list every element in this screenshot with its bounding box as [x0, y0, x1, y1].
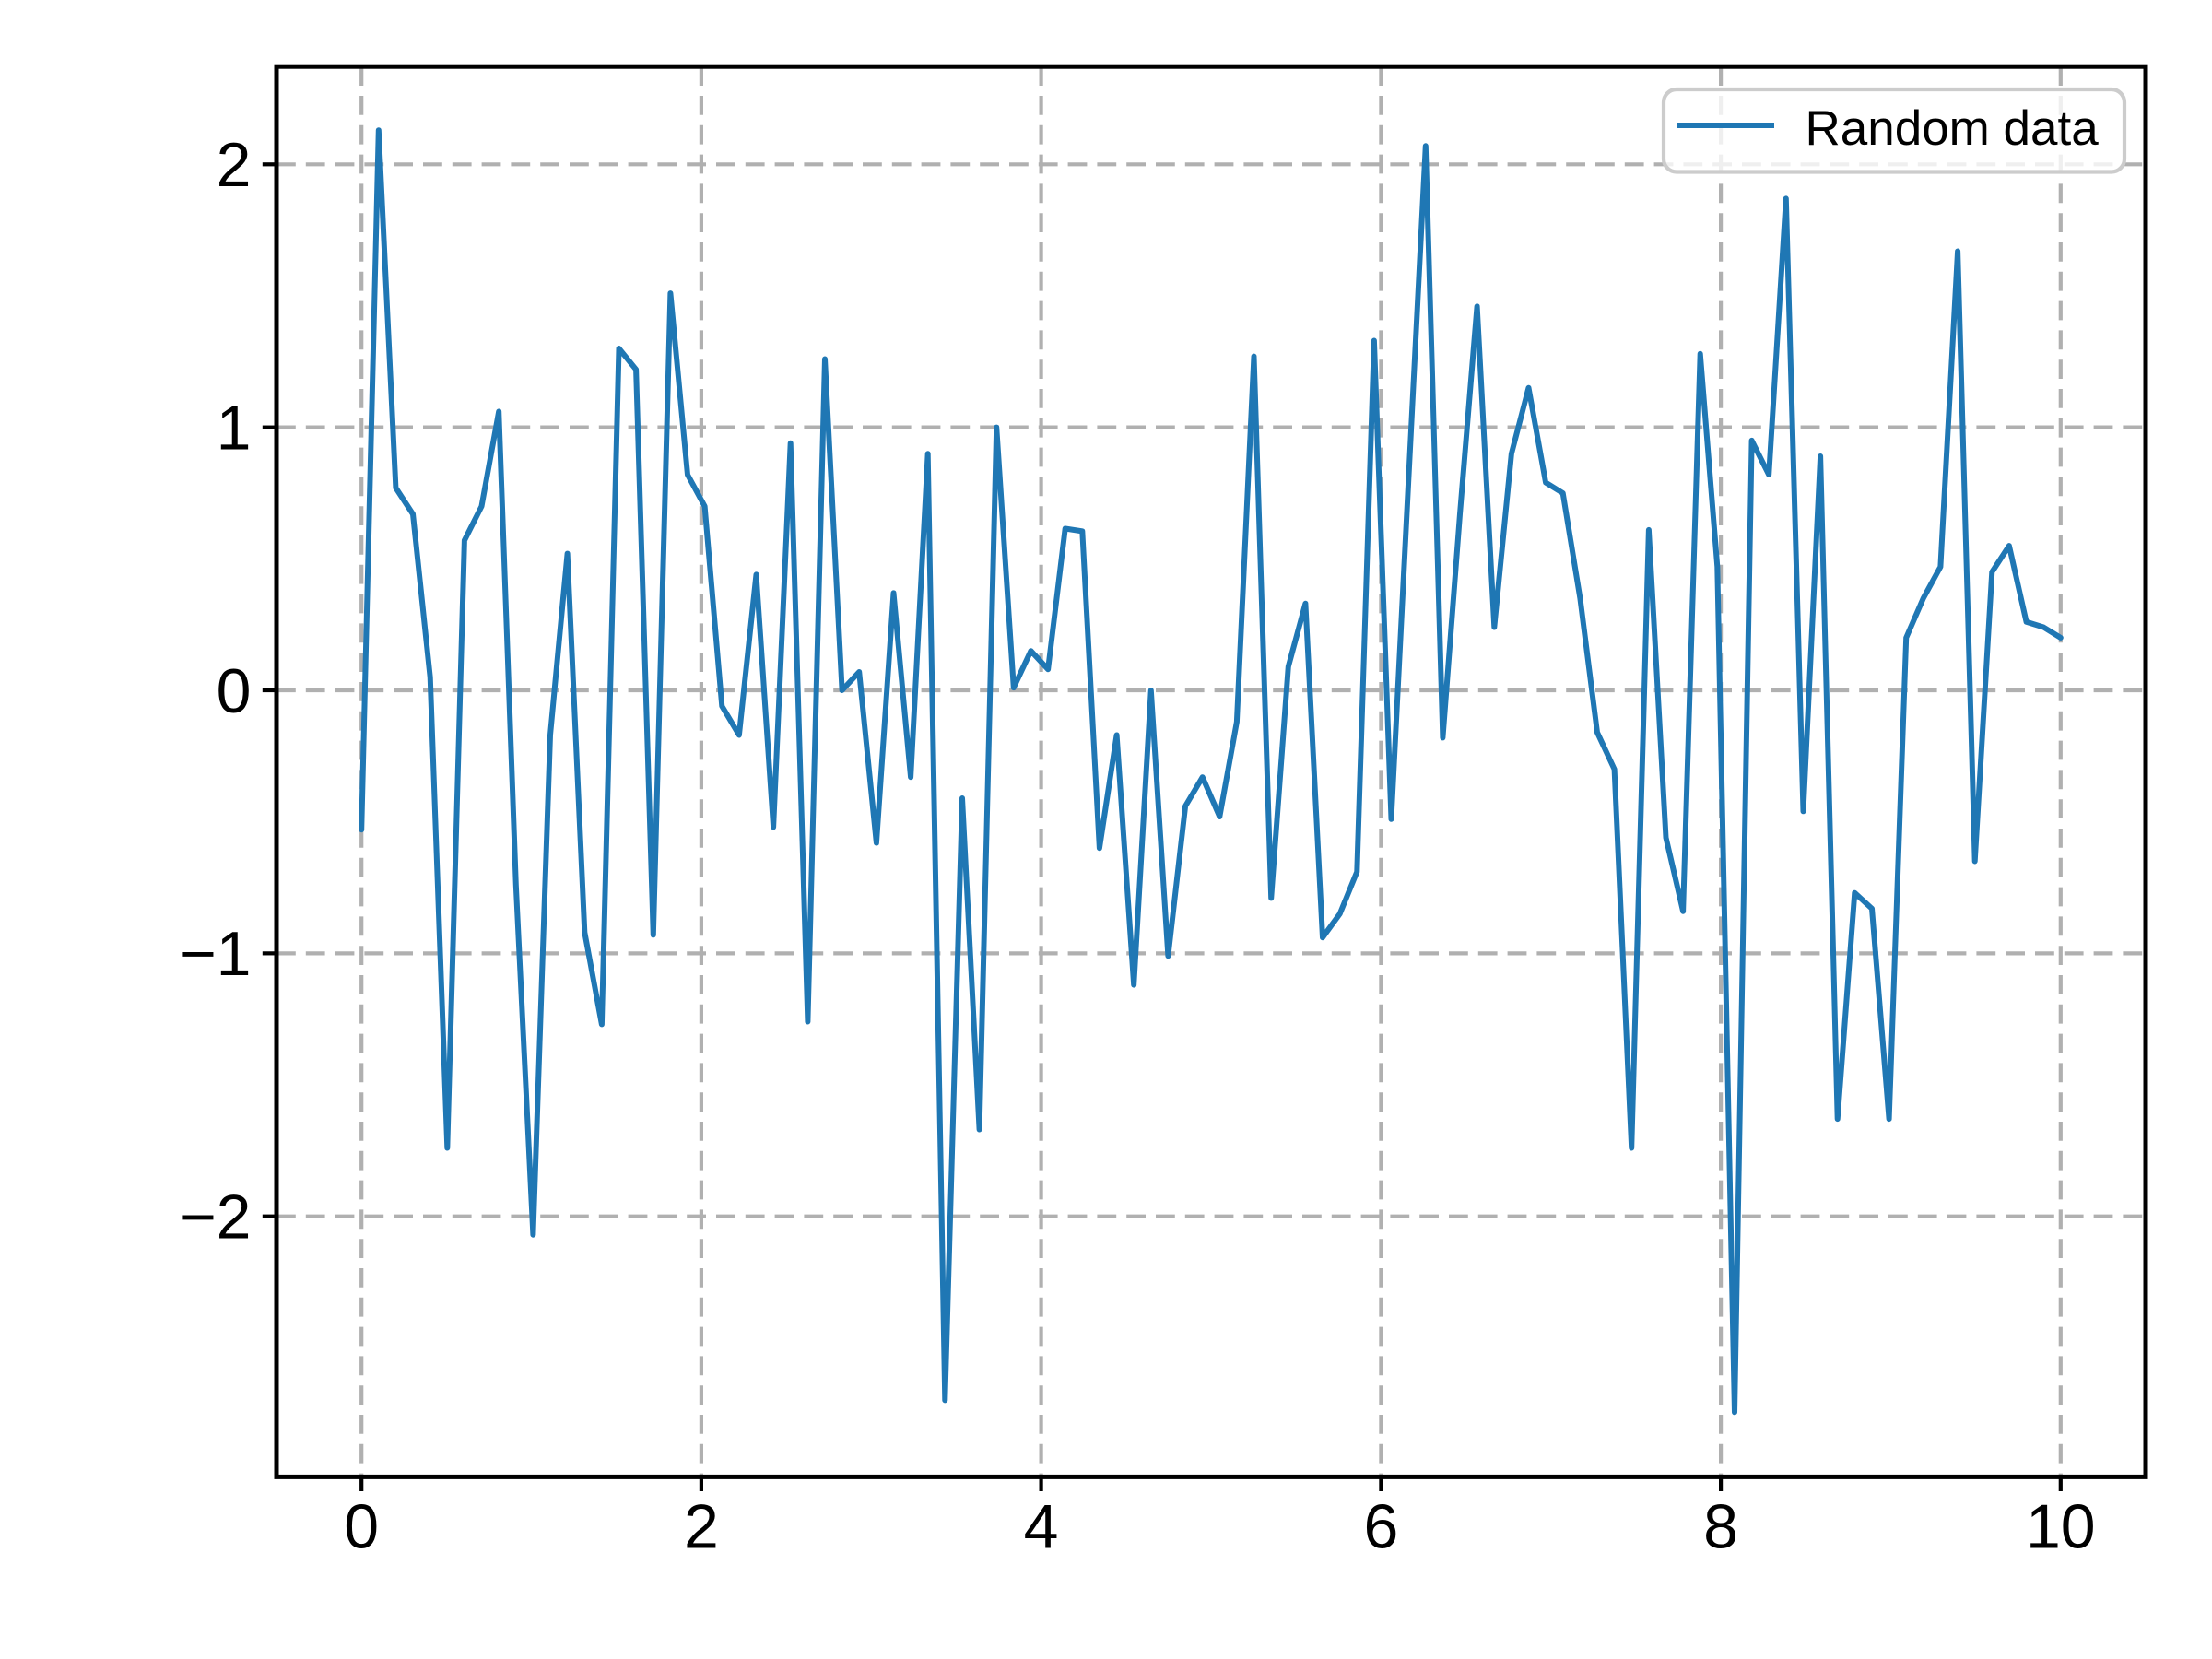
- svg-text:4: 4: [1024, 1492, 1059, 1562]
- svg-text:Random data: Random data: [1806, 101, 2100, 156]
- svg-text:2: 2: [217, 130, 252, 200]
- svg-text:8: 8: [1703, 1492, 1738, 1562]
- svg-text:1: 1: [217, 394, 252, 464]
- svg-text:−2: −2: [180, 1182, 252, 1253]
- svg-text:6: 6: [1363, 1492, 1398, 1562]
- svg-text:2: 2: [684, 1492, 719, 1562]
- svg-text:0: 0: [217, 656, 252, 726]
- svg-text:−1: −1: [180, 919, 252, 989]
- svg-text:0: 0: [344, 1492, 379, 1562]
- svg-text:10: 10: [2026, 1492, 2096, 1562]
